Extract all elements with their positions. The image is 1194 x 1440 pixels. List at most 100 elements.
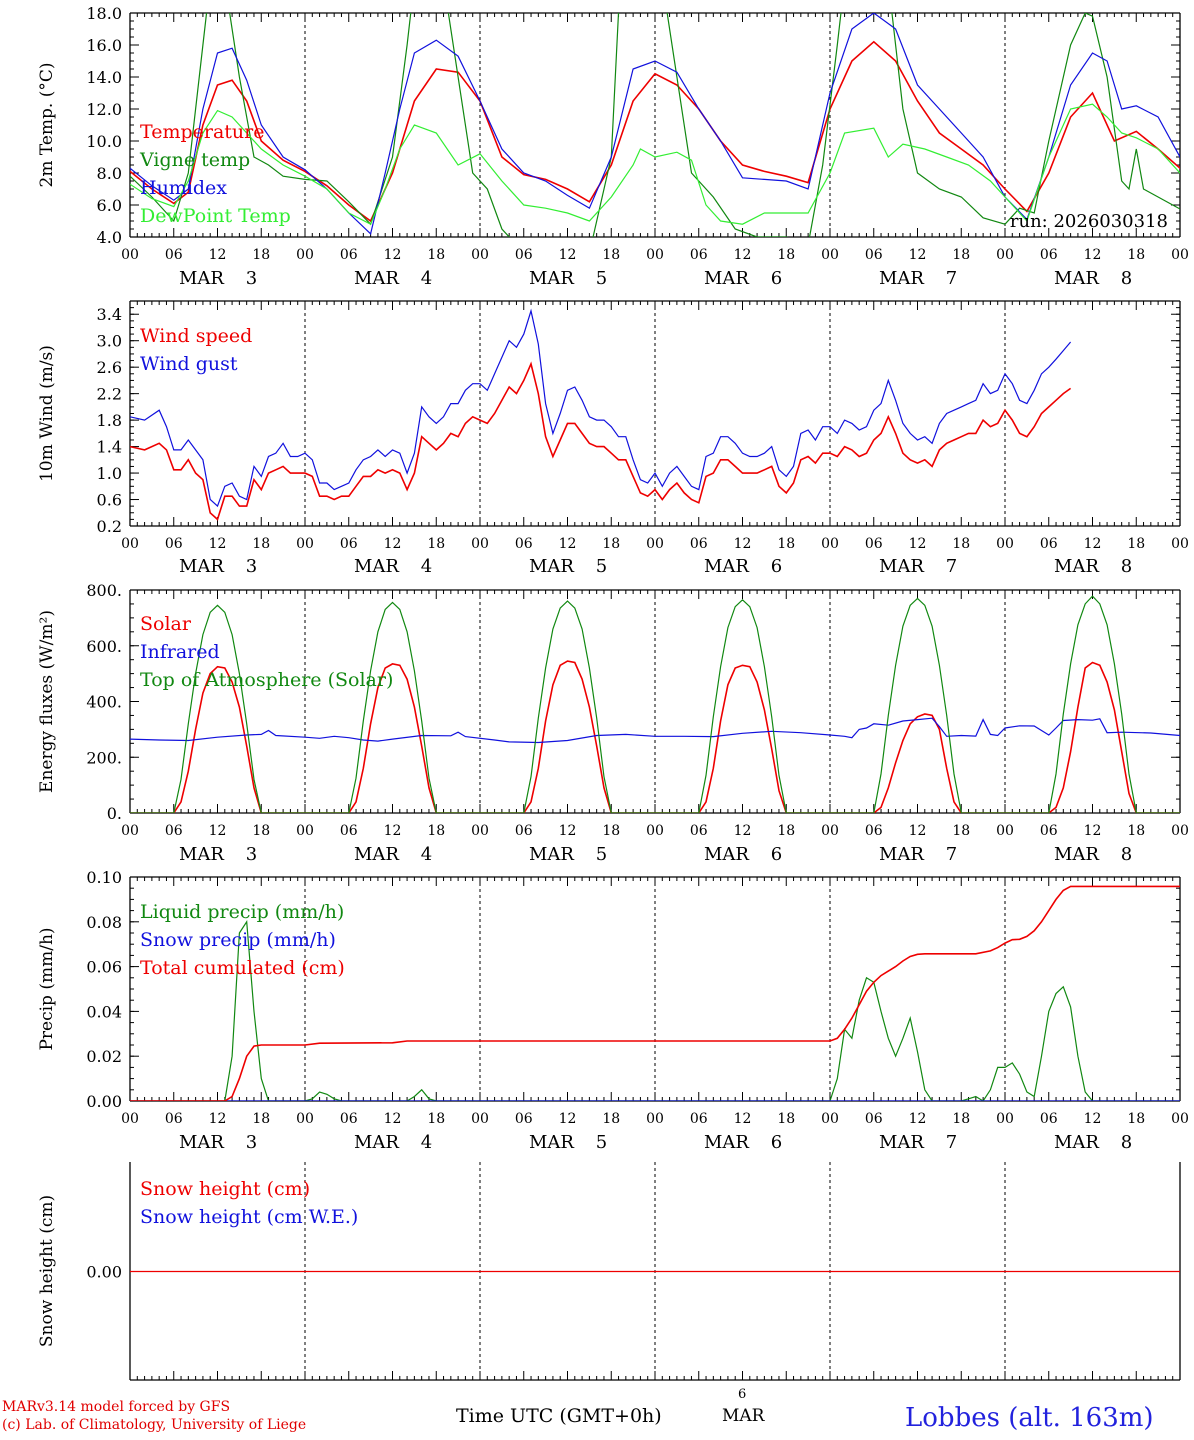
x-tick-label: 06 — [165, 247, 183, 263]
x-tick-label: 00 — [996, 536, 1014, 552]
x-tick-label: 00 — [121, 536, 139, 552]
x-tick-label: 06 — [1040, 1111, 1058, 1127]
x-tick-label: 06 — [340, 1111, 358, 1127]
x-tick-label: 12 — [209, 247, 227, 263]
x-day-number: 7 — [946, 1132, 957, 1153]
x-tick-label: 18 — [252, 247, 270, 263]
series-line-wind-gust — [130, 308, 1072, 508]
x-tick-label: 12 — [384, 1111, 402, 1127]
x-day-number: 3 — [246, 268, 257, 289]
x-tick-label: 00 — [471, 1111, 489, 1127]
legend-temperature: Temperature — [140, 121, 264, 143]
panel-3: 0. 200. 400. 600. 800. Energy fluxes (W/m²) 00… — [37, 581, 1189, 865]
x-tick-label: 06 — [165, 823, 183, 839]
x-day-month: MAR — [1054, 268, 1099, 289]
x-tick-label: 00 — [296, 536, 314, 552]
x-tick-label: 06 — [865, 823, 883, 839]
x-day-month: MAR — [529, 556, 574, 577]
x-tick-label: 12 — [1084, 247, 1102, 263]
series-group — [130, 308, 1072, 521]
x-day-month: MAR — [529, 268, 574, 289]
x-tick-label: 06 — [165, 536, 183, 552]
x-tick-label: 18 — [602, 1111, 620, 1127]
x-tick-label: 00 — [471, 536, 489, 552]
x-tick-label: 00 — [646, 823, 664, 839]
y-tick-label: 12.0 — [86, 100, 122, 119]
x-tick-label: 12 — [559, 247, 577, 263]
x-tick-label: 18 — [952, 823, 970, 839]
x-tick-label: 12 — [909, 1111, 927, 1127]
x-tick-label: 00 — [296, 1111, 314, 1127]
x-tick-label: 12 — [209, 536, 227, 552]
series-group — [130, 595, 1180, 813]
x-tick-label: 18 — [602, 823, 620, 839]
x-tick-label: 18 — [952, 1111, 970, 1127]
x-day-month: MAR — [529, 1132, 574, 1153]
panel-5: 0.00 Snow height (cm) Snow height (cm) Snow… — [37, 1162, 1181, 1381]
x-tick-label: 00 — [296, 247, 314, 263]
x-day-month: MAR — [529, 844, 574, 865]
x-day-month: MAR — [704, 844, 749, 865]
panel-4: 0.00 0.02 0.04 0.06 0.08 0.10 Precip (mm/h) 00 0… — [37, 868, 1189, 1153]
x-tick-label: 18 — [427, 536, 445, 552]
y-tick-label: 1.0 — [97, 464, 122, 483]
y-tick-label: 3.0 — [97, 332, 122, 351]
y-tick-label: 10.0 — [86, 132, 122, 151]
y-tick-label: 0. — [107, 804, 122, 823]
y-tick-label: 2.6 — [97, 358, 122, 377]
x-tick-label: 18 — [427, 247, 445, 263]
legend-snow-height-cm-: Snow height (cm) — [140, 1178, 310, 1200]
x-day-number: 4 — [421, 844, 432, 865]
legend-humidex: Humidex — [140, 177, 227, 199]
y-tick-label: 3.4 — [97, 305, 122, 324]
x-tick-label: 06 — [690, 823, 708, 839]
x-axis-day: 6 — [738, 1387, 747, 1402]
y-tick-label: 1.8 — [97, 411, 122, 430]
x-tick-label: 18 — [252, 1111, 270, 1127]
x-day-month: MAR — [354, 1132, 399, 1153]
x-tick-label: 06 — [515, 823, 533, 839]
series-line-humidex — [130, 13, 1180, 235]
x-tick-label: 06 — [1040, 823, 1058, 839]
x-tick-label: 00 — [121, 247, 139, 263]
x-tick-label: 18 — [1127, 823, 1145, 839]
x-day-month: MAR — [1054, 556, 1099, 577]
x-tick-label: 12 — [384, 823, 402, 839]
x-tick-label: 12 — [909, 823, 927, 839]
y-tick-label: 18.0 — [86, 4, 122, 23]
x-tick-label: 18 — [602, 247, 620, 263]
x-day-month: MAR — [1054, 844, 1099, 865]
y-tick-label: 0.10 — [86, 868, 122, 887]
y-tick-label: 16.0 — [86, 36, 122, 55]
legend-wind-gust: Wind gust — [140, 353, 238, 375]
panel-1: 4.0 6.0 8.0 10.0 12.0 14.0 16.0 18.0 2m Temp. (°… — [37, 4, 1189, 289]
x-day-number: 8 — [1121, 268, 1132, 289]
x-day-number: 5 — [596, 268, 607, 289]
x-tick-label: 00 — [471, 823, 489, 839]
model-credit: MARv3.14 model forced by GFS (c) Lab. of… — [2, 1398, 306, 1434]
x-tick-label: 18 — [777, 536, 795, 552]
x-tick-label: 06 — [515, 247, 533, 263]
x-tick-label: 00 — [1171, 823, 1189, 839]
series-line-total-cumulated-cm- — [130, 885, 1180, 1101]
x-day-month: MAR — [879, 1132, 924, 1153]
series-line-liquid-precip-mm-h- — [130, 920, 1180, 1101]
x-tick-label: 06 — [515, 536, 533, 552]
x-tick-label: 12 — [384, 247, 402, 263]
x-day-number: 6 — [771, 844, 782, 865]
x-day-number: 4 — [421, 556, 432, 577]
station-name: Lobbes (alt. 163m) — [905, 1403, 1154, 1433]
series-line-temperature — [130, 40, 1180, 223]
legend-top-of-atmosphere-solar-: Top of Atmosphere (Solar) — [140, 669, 393, 691]
x-tick-label: 12 — [209, 823, 227, 839]
x-tick-label: 12 — [384, 536, 402, 552]
x-tick-label: 06 — [865, 536, 883, 552]
x-tick-label: 12 — [209, 1111, 227, 1127]
x-tick-label: 06 — [865, 247, 883, 263]
series-line-infrared — [130, 717, 1180, 744]
x-tick-label: 12 — [734, 1111, 752, 1127]
series-line-dewpoint-temp — [130, 103, 1180, 226]
x-tick-label: 12 — [734, 247, 752, 263]
x-day-number: 4 — [421, 1132, 432, 1153]
x-day-number: 3 — [246, 556, 257, 577]
